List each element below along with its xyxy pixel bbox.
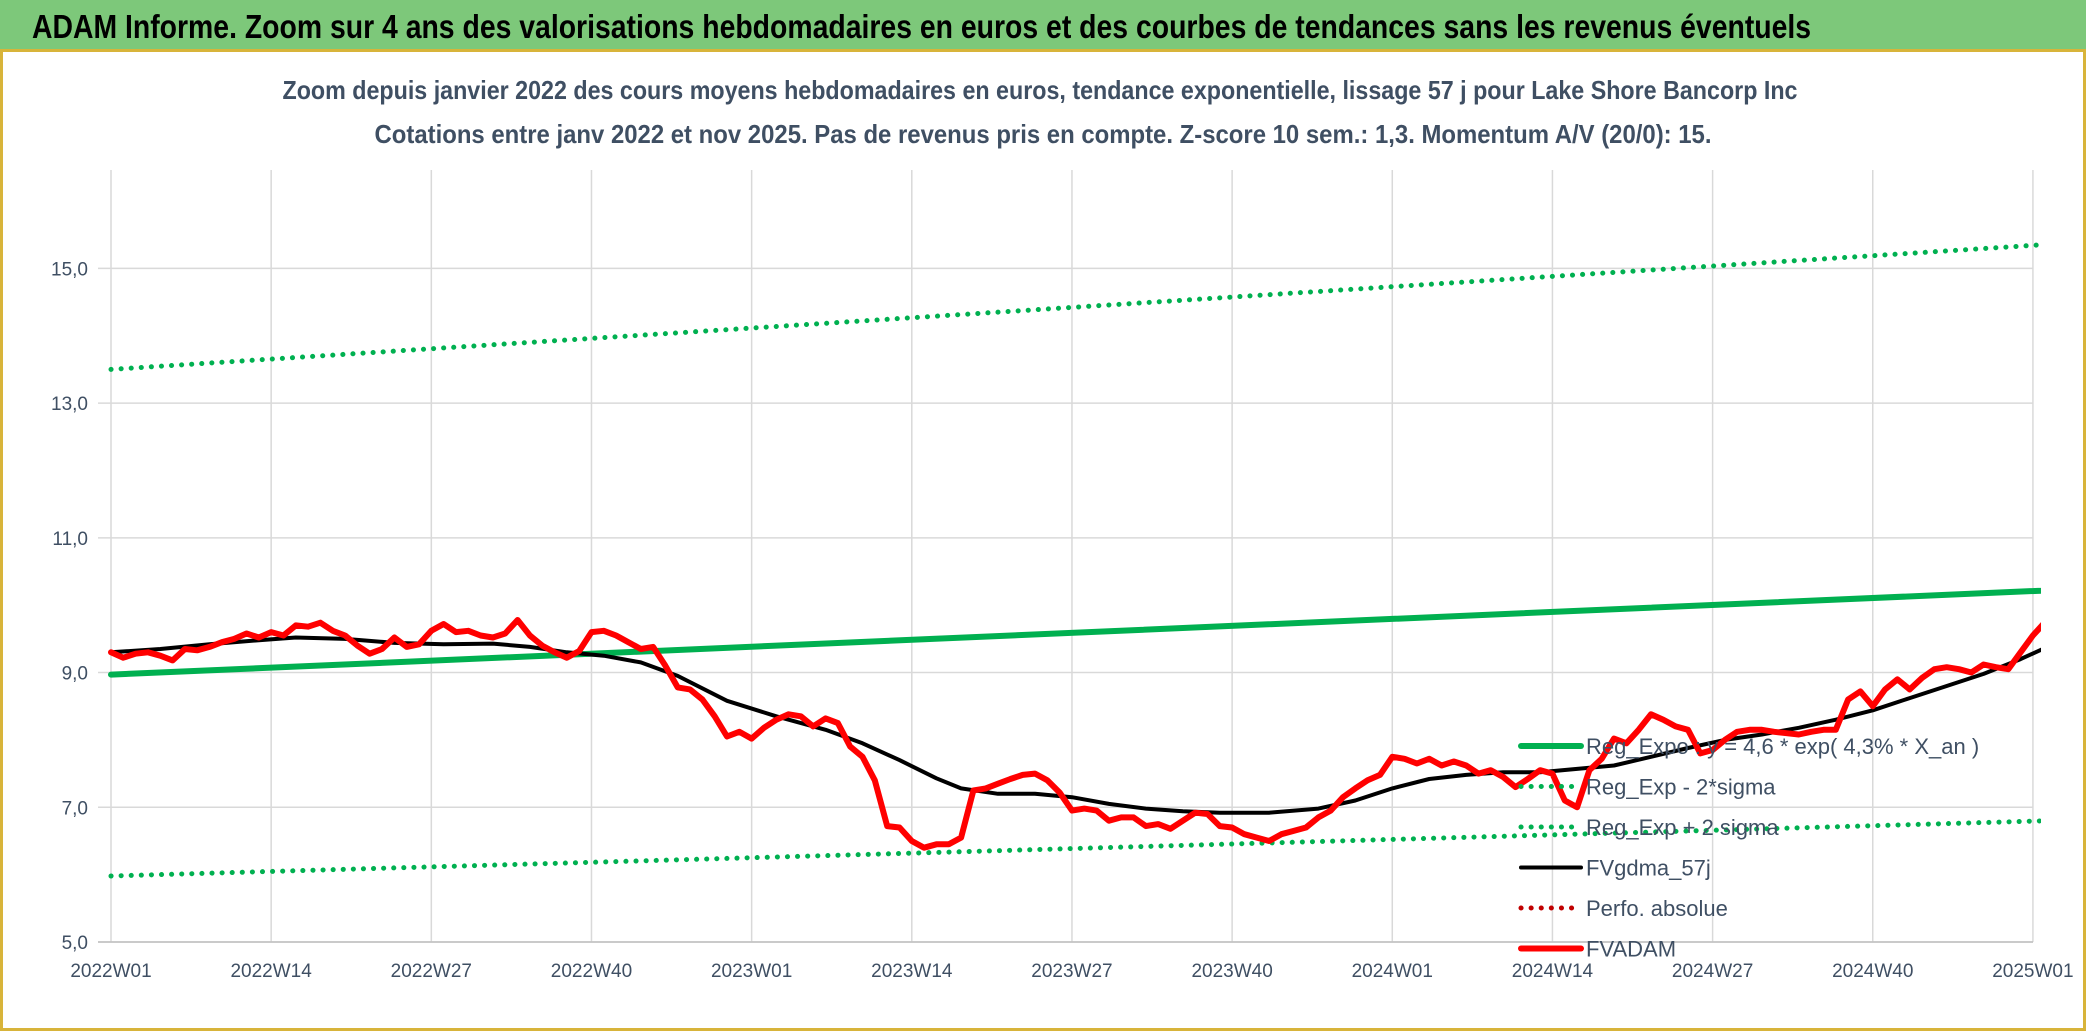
x-tick-label: 2023W27 bbox=[1031, 961, 1112, 982]
y-tick-label: 15,0 bbox=[51, 259, 88, 280]
series-line bbox=[108, 587, 2041, 678]
y-tick-label: 7,0 bbox=[62, 798, 88, 819]
series-line bbox=[109, 635, 2041, 815]
grid bbox=[98, 170, 2034, 943]
report-banner: ADAM Informe. Zoom sur 4 ans des valoris… bbox=[0, 0, 2086, 52]
y-tick-label: 13,0 bbox=[51, 394, 88, 415]
title-mask bbox=[273, 68, 1813, 110]
series-line bbox=[108, 818, 2041, 879]
x-tick-label: 2024W27 bbox=[1672, 961, 1753, 982]
series-line bbox=[108, 617, 2041, 851]
y-tick-label: 11,0 bbox=[52, 529, 88, 550]
x-tick-label: 2022W40 bbox=[551, 961, 632, 982]
chart-titles: Zoom depuis janvier 2022 des cours moyen… bbox=[283, 75, 1798, 149]
report-title: ADAM Informe. Zoom sur 4 ans des valoris… bbox=[32, 8, 1812, 45]
legend-label: Perfo. absolue bbox=[1586, 896, 1728, 921]
series-line bbox=[108, 242, 2041, 372]
legend-label: Reg_Expo : y = 4,6 * exp( 4,3% * X_an ) bbox=[1586, 734, 1979, 759]
y-tick-label: 5,0 bbox=[62, 933, 88, 954]
chart-frame: 5,0 7,0 9,0 11,0 13,0 15,0 2022W01 2022W14 2022W… bbox=[0, 52, 2086, 1031]
x-tick-label: 2022W14 bbox=[230, 961, 312, 982]
x-tick-label: 2024W01 bbox=[1352, 961, 1433, 982]
chart: 5,0 7,0 9,0 11,0 13,0 15,0 2022W01 2022W14 2022W… bbox=[51, 68, 2074, 982]
legend: Reg_Expo : y = 4,6 * exp( 4,3% * X_an ) R… bbox=[1518, 734, 1979, 962]
x-tick-label: 2023W01 bbox=[711, 961, 792, 982]
x-tick-label: 2022W27 bbox=[391, 961, 472, 982]
x-tick-label: 2024W14 bbox=[1512, 961, 1594, 982]
x-tick-label: 2024W40 bbox=[1832, 961, 1913, 982]
x-tick-label: 2025W01 bbox=[1992, 961, 2073, 982]
x-tick-label: 2023W14 bbox=[871, 961, 953, 982]
legend-label: Reg_Exp - 2*sigma bbox=[1586, 775, 1776, 800]
axes: 5,0 7,0 9,0 11,0 13,0 15,0 2022W01 2022W14 2022W… bbox=[51, 259, 2074, 982]
x-tick-label: 2022W01 bbox=[70, 961, 151, 982]
legend-label: FVADAM bbox=[1586, 937, 1676, 962]
legend-label: Reg_Exp + 2 sigma bbox=[1586, 815, 1779, 840]
y-tick-label: 9,0 bbox=[62, 664, 88, 685]
legend-label: FVgdma_57j bbox=[1586, 856, 1711, 881]
chart-subtitle: Cotations entre janv 2022 et nov 2025. P… bbox=[375, 119, 1712, 149]
series bbox=[108, 68, 2041, 879]
chart-title: Zoom depuis janvier 2022 des cours moyen… bbox=[283, 75, 1798, 105]
x-tick-label: 2023W40 bbox=[1191, 961, 1272, 982]
subtitle-mask bbox=[368, 112, 1773, 154]
